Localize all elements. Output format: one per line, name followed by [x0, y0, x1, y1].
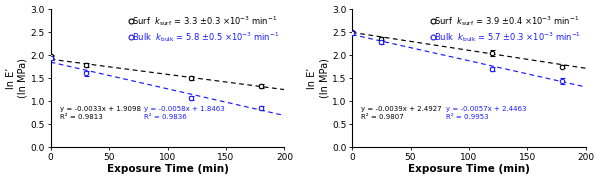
Text: y = -0.0033x + 1.9098
R² = 0.9813: y = -0.0033x + 1.9098 R² = 0.9813 [60, 106, 141, 120]
Y-axis label: ln E’
(ln MPa): ln E’ (ln MPa) [307, 58, 329, 98]
Text: y = -0.0039x + 2.4927
R² = 0.9807: y = -0.0039x + 2.4927 R² = 0.9807 [361, 106, 442, 120]
Legend: Surf  $k_{\mathrm{surf}}$ = 3.3 ±0.3 ×10$^{-3}$ min$^{-1}$, Bulk  $k_{\mathrm{bu: Surf $k_{\mathrm{surf}}$ = 3.3 ±0.3 ×10$… [127, 10, 283, 47]
X-axis label: Exposure Time (min): Exposure Time (min) [107, 165, 229, 174]
Legend: Surf  $k_{\mathrm{surf}}$ = 3.9 ±0.4 ×10$^{-3}$ min$^{-1}$, Bulk  $k_{\mathrm{bu: Surf $k_{\mathrm{surf}}$ = 3.9 ±0.4 ×10$… [429, 10, 584, 47]
X-axis label: Exposure Time (min): Exposure Time (min) [408, 165, 530, 174]
Text: y = -0.0057x + 2.4463
R² = 0.9953: y = -0.0057x + 2.4463 R² = 0.9953 [446, 106, 526, 120]
Y-axis label: ln E’
(ln MPa): ln E’ (ln MPa) [5, 58, 28, 98]
Text: y = -0.0058x + 1.8463
R² = 0.9836: y = -0.0058x + 1.8463 R² = 0.9836 [144, 106, 225, 120]
